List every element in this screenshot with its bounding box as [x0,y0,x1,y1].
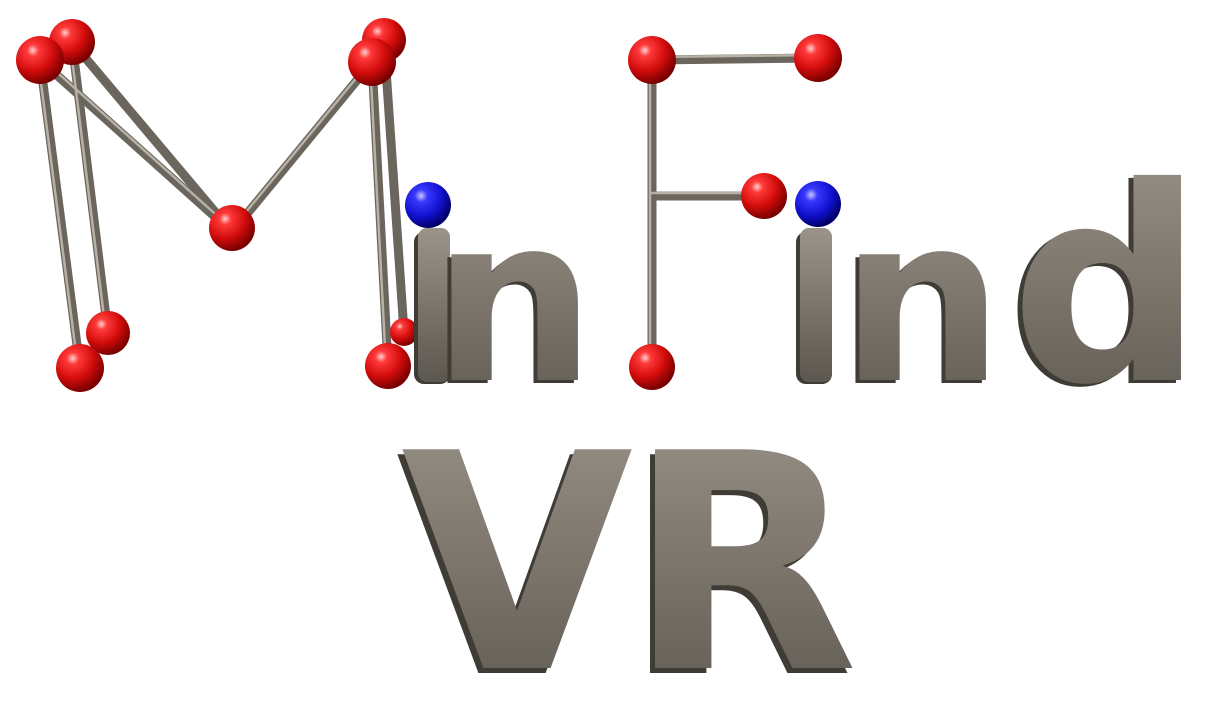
red-atom [390,318,418,346]
n-glyph: n [840,168,1004,435]
rod [379,35,409,337]
red-atom [794,34,842,82]
letter-i-first [405,182,451,384]
blue-atom [795,181,841,227]
rod [227,57,377,237]
letter-n-first: n n [428,168,596,438]
f-rods [647,53,823,370]
i-stem [418,228,450,382]
letter-f-molecule [628,34,842,390]
red-atom [348,38,396,86]
rod [367,57,393,371]
v-glyph-shadow: V [396,395,630,708]
blue-atom [405,182,451,228]
red-atom [628,36,676,84]
letter-d: d d [1005,129,1203,447]
d-glyph-shadow: d [1005,132,1198,447]
d-glyph: d [1010,129,1203,444]
red-atom [86,311,130,355]
red-atom [741,173,787,219]
m-rod-highlights [36,40,388,370]
v-glyph: V [401,390,635,708]
rod [67,37,237,237]
m-atoms [16,18,418,392]
red-atom [629,344,675,390]
red-atom [365,343,411,389]
rod [647,53,823,65]
rod [35,55,85,373]
r-glyph-shadow: R [622,395,853,708]
n-glyph: n [432,168,596,435]
rod [35,55,237,237]
red-atom [209,205,255,251]
letter-n-second: n n [836,168,1004,438]
n-glyph-shadow: n [836,171,1000,438]
rod [67,37,113,338]
n-glyph-shadow: n [428,171,592,438]
i-stem [800,228,832,382]
letter-i-second [795,181,841,384]
r-glyph: R [627,390,858,708]
red-atom [16,36,64,84]
red-atom [56,344,104,392]
vr-text: V V R R [396,390,859,708]
f-rod-highlights [648,53,820,367]
letter-m-molecule [16,18,418,392]
